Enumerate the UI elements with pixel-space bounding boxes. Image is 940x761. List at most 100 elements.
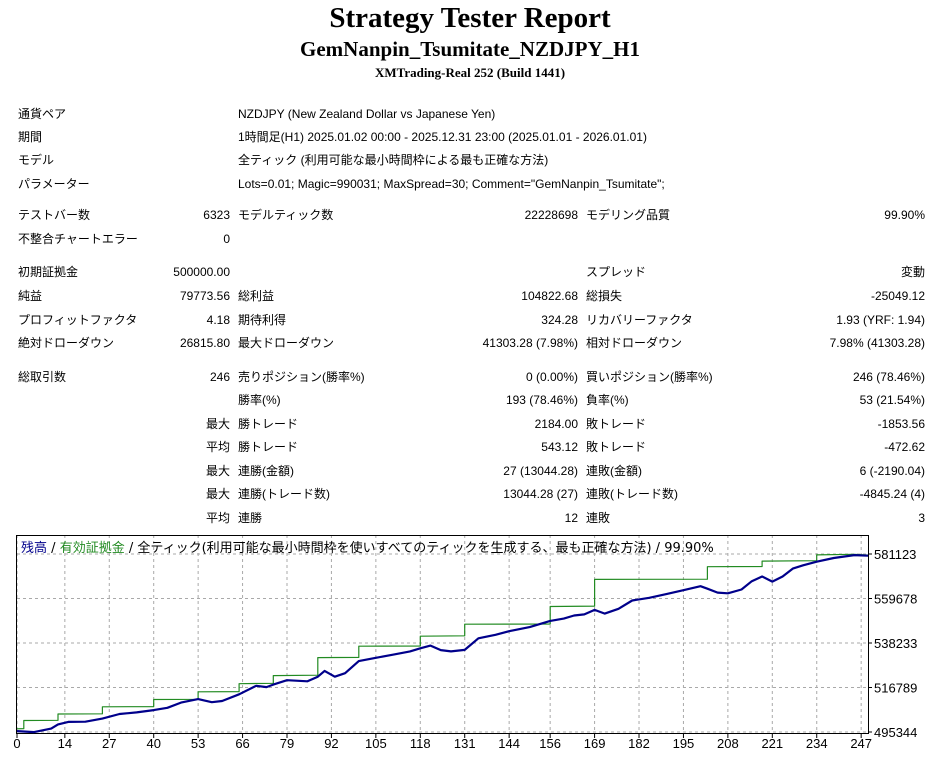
equity-line	[16, 553, 869, 730]
x-tick-label: 169	[584, 736, 606, 751]
x-tick-label: 144	[498, 736, 520, 751]
profit-factor-value: 4.18	[206, 313, 230, 327]
gross-profit-value: 104822.68	[521, 289, 578, 303]
abs-drawdown-label: 絶対ドローダウン	[18, 336, 115, 350]
spread-label: スプレッド	[586, 265, 647, 279]
params-label: パラメーター	[18, 177, 90, 191]
y-axis: 581123 559678 538233 516789 495344	[868, 547, 917, 740]
average-loss-label: 敗トレード	[586, 440, 647, 454]
symbol-value: NZDJPY (New Zealand Dollar vs Japanese Y…	[238, 107, 496, 121]
average-loss-value: -472.62	[884, 440, 925, 454]
x-tick-label: 156	[539, 736, 561, 751]
x-axis: 0 14 27 40 53 66 79 92 105 118 131 144 156 169 182 195 2…	[13, 734, 872, 751]
max-word: 最大	[205, 417, 230, 431]
loss-rate-value: 53 (21.54%)	[859, 393, 925, 407]
avg-consec-wins-label: 連勝	[238, 511, 263, 525]
legend-separator: /	[129, 541, 134, 556]
short-positions-value: 0 (0.00%)	[525, 370, 578, 384]
avg-consec-wins-value: 12	[564, 511, 578, 525]
legend-separator: /	[51, 541, 56, 556]
rel-drawdown-value: 7.98% (41303.28)	[829, 336, 925, 350]
max-consec-wins-money-value: 27 (13044.28)	[503, 464, 578, 478]
params-value: Lots=0.01; Magic=990031; MaxSpread=30; C…	[238, 177, 665, 191]
ticks-label: モデルティック数	[238, 208, 334, 222]
largest-win-label: 勝トレード	[238, 417, 299, 431]
max-drawdown-label: 最大ドローダウン	[238, 336, 335, 350]
model-value: 全ティック (利用可能な最小時間枠による最も正確な方法)	[238, 153, 549, 167]
x-tick-label: 118	[410, 736, 431, 751]
legend-model: 全ティック(利用可能な最小時間枠を使いすべてのティックを生成する、最も正確な方法…	[137, 540, 651, 556]
mismatch-value: 0	[223, 232, 230, 246]
recovery-factor-value: 1.93 (YRF: 1.94)	[836, 313, 925, 327]
legend-balance: 残高	[21, 540, 47, 556]
max-word: 最大	[205, 464, 230, 478]
chart-grid	[16, 535, 868, 734]
max-drawdown-value: 41303.28 (7.98%)	[482, 336, 578, 350]
balance-line	[16, 554, 869, 734]
x-tick-label: 66	[235, 736, 249, 751]
max-consec-loss-label: 連敗(トレード数)	[586, 487, 678, 501]
y-tick-label: 559678	[874, 592, 917, 607]
gross-loss-label: 総損失	[586, 289, 623, 303]
bars-value: 6323	[203, 208, 230, 222]
max-word: 最大	[205, 487, 230, 501]
total-trades-value: 246	[209, 370, 230, 384]
ticks-value: 22228698	[524, 208, 578, 222]
max-consec-losses-money-value: 6 (-2190.04)	[859, 464, 925, 478]
profit-factor-label: プロフィットファクタ	[18, 313, 138, 327]
gross-loss-value: -25049.12	[870, 289, 925, 303]
short-positions-label: 売りポジション(勝率%)	[238, 370, 365, 384]
y-tick-label: 538233	[874, 636, 917, 651]
x-tick-label: 182	[628, 736, 650, 751]
model-label: モデル	[18, 153, 55, 167]
largest-loss-label: 敗トレード	[586, 417, 647, 431]
quality-label: モデリング品質	[586, 208, 671, 222]
spread-value: 変動	[900, 265, 925, 279]
long-positions-value: 246 (78.46%)	[852, 370, 925, 384]
win-rate-value: 193 (78.46%)	[505, 393, 578, 407]
plot-frame	[16, 535, 869, 734]
x-tick-label: 53	[191, 736, 205, 751]
x-tick-label: 40	[146, 736, 160, 751]
x-tick-label: 221	[761, 736, 783, 751]
net-profit-label: 純益	[18, 289, 43, 303]
total-trades-label: 総取引数	[18, 370, 67, 384]
max-consec-profit-value: 13044.28 (27)	[503, 487, 578, 501]
max-consec-profit-label: 連勝(トレード数)	[238, 487, 330, 501]
x-tick-label: 195	[673, 736, 695, 751]
legend-equity: 有効証拠金	[60, 540, 125, 556]
y-tick-label: 516789	[874, 680, 917, 695]
x-tick-label: 79	[280, 736, 294, 751]
x-tick-label: 92	[324, 736, 338, 751]
x-tick-label: 234	[806, 736, 828, 751]
avg-consec-losses-label: 連敗	[586, 511, 611, 525]
abs-drawdown-value: 26815.80	[179, 336, 230, 350]
average-win-value: 543.12	[541, 440, 578, 454]
report-title: Strategy Tester Report	[329, 2, 611, 34]
x-tick-label: 27	[102, 736, 116, 751]
bars-label: テストバー数	[18, 208, 91, 222]
rel-drawdown-label: 相対ドローダウン	[586, 336, 683, 350]
loss-rate-label: 負率(%)	[586, 393, 629, 407]
win-rate-label: 勝率(%)	[238, 393, 281, 407]
largest-win-value: 2184.00	[534, 417, 578, 431]
avg-consec-losses-value: 3	[918, 511, 925, 525]
avg-word: 平均	[205, 511, 230, 525]
deposit-value: 500000.00	[173, 265, 230, 279]
balance-chart: 581123 559678 538233 516789 495344 0 14 27 40 53…	[13, 535, 917, 751]
quality-value: 99.90%	[884, 208, 925, 222]
expert-name: GemNanpin_Tsumitate_NZDJPY_H1	[300, 37, 640, 61]
chart-series	[16, 553, 869, 734]
gross-profit-label: 総利益	[238, 289, 275, 303]
expected-payoff-label: 期待利得	[238, 313, 287, 327]
x-tick-label: 105	[365, 736, 387, 751]
max-consec-wins-money-label: 連勝(金額)	[238, 464, 294, 478]
x-tick-label: 131	[454, 736, 476, 751]
x-tick-label: 0	[13, 736, 20, 751]
x-tick-label: 208	[717, 736, 739, 751]
deposit-label: 初期証拠金	[18, 265, 79, 279]
max-consec-losses-money-label: 連敗(金額)	[586, 464, 642, 478]
chart-legend: 残高 / 有効証拠金 / 全ティック(利用可能な最小時間枠を使いすべてのティック…	[21, 540, 714, 556]
mismatch-label: 不整合チャートエラー	[18, 232, 138, 246]
largest-loss-value: -1853.56	[877, 417, 925, 431]
